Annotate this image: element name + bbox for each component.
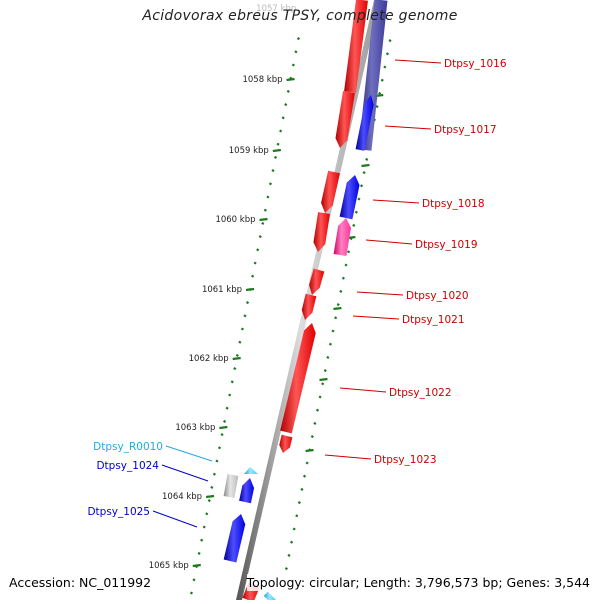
gene-block[interactable] — [335, 91, 355, 148]
gene-label[interactable]: Dtpsy_1018 — [422, 198, 485, 210]
ruler-tick — [205, 494, 215, 499]
gene-block[interactable] — [223, 514, 246, 563]
gene-label[interactable]: Dtpsy_1020 — [406, 290, 469, 302]
ruler-tick — [192, 563, 201, 568]
gene-block[interactable] — [301, 293, 317, 320]
genome-title: Acidovorax ebreus TPSY, complete genome — [142, 8, 458, 24]
gene-label-leader — [384, 125, 432, 130]
gene-block[interactable] — [355, 95, 374, 151]
ruler-label: 1065 kbp — [149, 561, 189, 571]
ruler-tick — [272, 148, 281, 153]
ruler-track-outer — [284, 39, 392, 571]
gene-block[interactable] — [239, 478, 255, 504]
gene-label-leader — [165, 445, 213, 462]
ruler-tick — [245, 287, 255, 292]
gene-label[interactable]: Dtpsy_1016 — [444, 58, 507, 70]
gene-label-leader — [394, 59, 442, 64]
gene-block[interactable] — [223, 474, 239, 498]
ruler-label: 1058 kbp — [242, 75, 282, 85]
gene-block[interactable] — [321, 170, 340, 213]
ruler-tick — [259, 217, 268, 222]
ruler-tick — [286, 77, 295, 82]
gene-block[interactable] — [313, 212, 330, 252]
gene-label-leader — [352, 315, 400, 320]
gene-label[interactable]: Dtpsy_R0010 — [93, 441, 163, 453]
gene-label-leader — [356, 291, 404, 296]
ruler-track — [189, 37, 301, 595]
ruler-label: 1057 kbp — [256, 4, 296, 14]
accession-text: Accession: NC_011992 — [9, 574, 152, 591]
gene-label[interactable]: Dtpsy_1017 — [434, 124, 497, 136]
gene-label-leader — [365, 239, 413, 245]
gene-block[interactable] — [280, 323, 316, 434]
gene-label[interactable]: Dtpsy_1021 — [402, 314, 465, 326]
trna-gene-block[interactable] — [244, 467, 258, 474]
ruler-label: 1061 kbp — [202, 285, 242, 295]
gene-label-leader — [339, 387, 387, 393]
gene-label-leader — [152, 510, 198, 528]
gene-block[interactable] — [263, 591, 277, 604]
gene-label[interactable]: Dtpsy_1022 — [389, 387, 452, 399]
ruler-label: 1059 kbp — [229, 146, 269, 156]
gene-label-leader — [324, 454, 372, 460]
gene-block[interactable] — [333, 218, 351, 257]
gene-label[interactable]: Dtpsy_1023 — [374, 454, 437, 466]
gene-block[interactable] — [309, 268, 325, 295]
ruler-tick — [219, 425, 228, 430]
gene-block[interactable] — [339, 175, 360, 220]
gene-label[interactable]: Dtpsy_1025 — [87, 506, 150, 518]
ruler-label: 1064 kbp — [162, 492, 202, 502]
ruler-label: 1062 kbp — [189, 354, 229, 364]
gene-label-leader — [372, 199, 420, 204]
ruler-tick — [232, 356, 241, 361]
gene-label[interactable]: Dtpsy_1024 — [96, 460, 159, 472]
topology-text: Topology: circular; Length: 3,796,573 bp… — [246, 574, 590, 591]
gene-label[interactable]: Dtpsy_1019 — [415, 239, 478, 251]
ruler-label: 1060 kbp — [215, 215, 255, 225]
gene-block[interactable] — [279, 434, 293, 453]
ruler-label: 1063 kbp — [175, 423, 215, 433]
gene-block[interactable] — [344, 0, 368, 93]
gene-label-leader — [161, 464, 209, 482]
